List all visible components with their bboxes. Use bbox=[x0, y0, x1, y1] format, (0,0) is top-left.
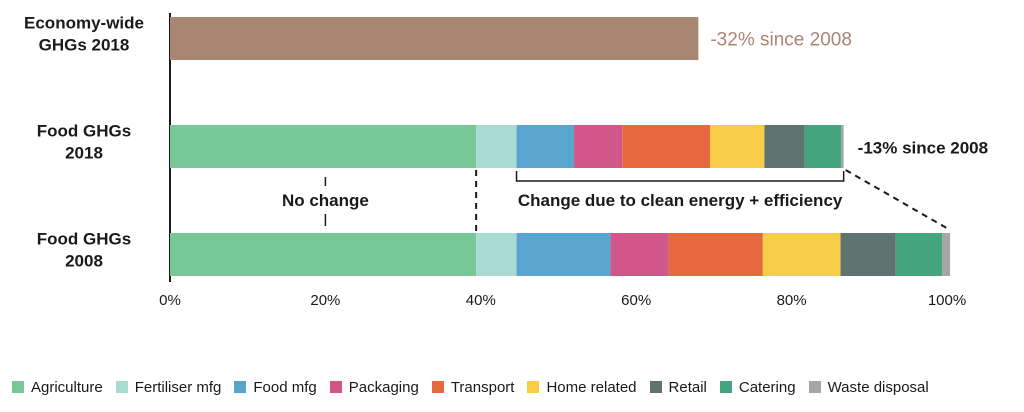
legend-label: Transport bbox=[450, 378, 515, 396]
legend-label: Food mfg bbox=[253, 378, 317, 396]
category-label-2-1: 2008 bbox=[65, 252, 103, 271]
legend-label: Retail bbox=[668, 378, 707, 396]
x-tick-label-40: 40% bbox=[466, 292, 496, 309]
bar-segment-catering-2018 bbox=[804, 125, 842, 168]
legend-item-agriculture: Agriculture bbox=[12, 379, 103, 396]
label-layer: -32% since 2008 -13% since 2008 Economy-wi… bbox=[24, 14, 988, 310]
bar-segment-packaging-2018 bbox=[574, 125, 623, 168]
legend-item-packaging: Packaging bbox=[329, 378, 419, 396]
bar-segment-transport-2008 bbox=[668, 233, 763, 276]
legend-swatch bbox=[12, 381, 24, 393]
economy-change-label: -32% since 2008 bbox=[710, 30, 852, 51]
legend-swatch bbox=[431, 381, 444, 393]
bar-segment-fertiliser-mfg-2008 bbox=[476, 233, 517, 276]
category-label-0-1: GHGs 2018 bbox=[39, 36, 130, 55]
legend-swatch bbox=[649, 381, 662, 393]
legend-label: Fertiliser mfg bbox=[134, 378, 222, 396]
legend-label: Catering bbox=[738, 378, 796, 396]
bar-segment-retail-2008 bbox=[840, 233, 896, 276]
legend-swatch bbox=[527, 381, 540, 393]
x-tick-label-100: 100% bbox=[928, 292, 966, 309]
legend-swatch bbox=[719, 381, 732, 393]
x-tick-label-80: 80% bbox=[777, 292, 807, 309]
x-tick-label-60: 60% bbox=[621, 292, 651, 309]
total-connector-line bbox=[845, 169, 951, 231]
bar-segment-catering-2008 bbox=[895, 233, 943, 276]
legend-swatch bbox=[808, 381, 821, 393]
legend-item-home-related: Home related bbox=[527, 378, 637, 396]
category-label-1-1: 2018 bbox=[65, 144, 103, 163]
x-tick-label-20: 20% bbox=[310, 292, 340, 309]
bar-segment-food-mfg-2018 bbox=[516, 125, 575, 168]
bar-segment-transport-2018 bbox=[622, 125, 711, 168]
legend-swatch bbox=[329, 381, 342, 393]
legend-item-transport: Transport bbox=[431, 378, 515, 396]
legend-item-food-mfg: Food mfg bbox=[234, 378, 317, 396]
no-change-label: No change bbox=[282, 191, 369, 210]
bar-economy-wide bbox=[170, 17, 699, 60]
legend: Agriculture Fertiliser mfg Food mfg Packagi… bbox=[12, 376, 942, 398]
legend-item-retail: Retail bbox=[649, 378, 707, 396]
bar-segment-packaging-2008 bbox=[610, 233, 669, 276]
legend-item-catering: Catering bbox=[719, 378, 796, 396]
category-label-2-0: Food GHGs bbox=[37, 230, 131, 249]
bar-segment-food-mfg-2008 bbox=[516, 233, 611, 276]
legend-label: Packaging bbox=[348, 378, 419, 396]
bar-segment-home-related-2018 bbox=[710, 125, 765, 168]
legend-swatch bbox=[234, 381, 247, 393]
bar-segment-waste-disposal-2018 bbox=[841, 125, 844, 168]
category-label-1-0: Food GHGs bbox=[37, 122, 131, 141]
food-2018-change-label: -13% since 2008 bbox=[858, 139, 988, 158]
legend-label: Waste disposal bbox=[827, 378, 929, 396]
bar-segment-waste-disposal-2008 bbox=[942, 233, 951, 276]
bar-segment-agriculture-2008 bbox=[170, 233, 477, 276]
bar-layer bbox=[170, 17, 951, 276]
stacked-bar-chart: -32% since 2008 -13% since 2008 Economy-wi… bbox=[24, 13, 988, 310]
clean-energy-label: Change due to clean energy + efficiency bbox=[518, 191, 843, 210]
clean-energy-bracket bbox=[515, 171, 845, 182]
legend-label: Agriculture bbox=[31, 378, 103, 396]
bar-segment-retail-2018 bbox=[764, 125, 805, 168]
legend-item-fertiliser-mfg: Fertiliser mfg bbox=[115, 378, 222, 396]
x-tick-label-0: 0% bbox=[159, 292, 181, 309]
bar-segment-agriculture-2018 bbox=[170, 125, 477, 168]
legend-item-waste-disposal: Waste disposal bbox=[808, 378, 929, 396]
category-label-0-0: Economy-wide bbox=[24, 14, 144, 33]
bar-segment-home-related-2008 bbox=[762, 233, 841, 276]
legend-label: Home related bbox=[546, 378, 637, 396]
bar-segment-fertiliser-mfg-2018 bbox=[476, 125, 517, 168]
legend-swatch bbox=[115, 381, 128, 393]
